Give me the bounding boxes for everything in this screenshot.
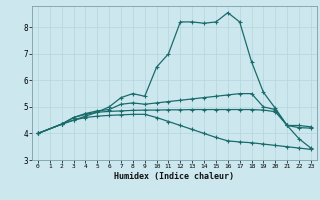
X-axis label: Humidex (Indice chaleur): Humidex (Indice chaleur) — [115, 172, 234, 181]
